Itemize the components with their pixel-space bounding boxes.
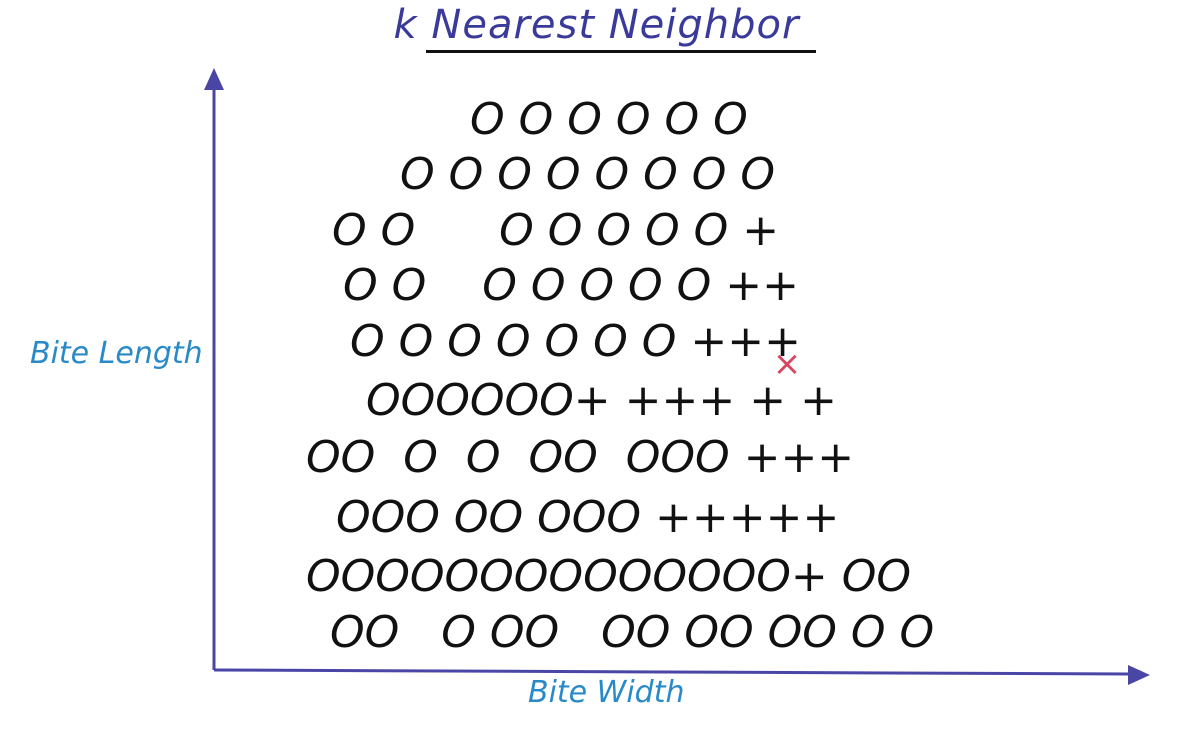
symbol-row-9: OOOOOOOOOOOOOO+ OO — [306, 551, 911, 602]
symbol-row-1: O O O O O O — [470, 94, 748, 145]
symbol-row-10: OO O OO OO OO OO O O — [330, 607, 934, 658]
y-axis-label: Bite Length — [30, 336, 203, 371]
symbol-row-5: O O O O O O O +++ — [350, 316, 801, 367]
symbol-row-6: OOOOOO+ +++ + + — [366, 375, 837, 426]
x-axis-label: Bite Width — [528, 675, 685, 710]
symbol-row-4: O O O O O O O ++ — [343, 260, 799, 311]
symbol-row-2: O O O O O O O O — [400, 149, 775, 200]
x-axis-line — [213, 668, 1131, 676]
query-point-marker: × — [773, 344, 802, 384]
x-axis-arrowhead — [1128, 665, 1150, 685]
symbol-row-7: OO O O OO OOO +++ — [306, 432, 854, 483]
diagram-title: k Nearest Neighbor — [393, 2, 800, 48]
symbol-row-3: O O O O O O O + — [332, 205, 779, 256]
symbol-row-8: OOO OO OOO +++++ — [336, 492, 839, 543]
y-axis-arrowhead — [204, 68, 224, 90]
title-underline — [426, 50, 816, 53]
symbol-rows: O O O O O OO O O O O O O OO O O O O O O … — [306, 94, 934, 658]
